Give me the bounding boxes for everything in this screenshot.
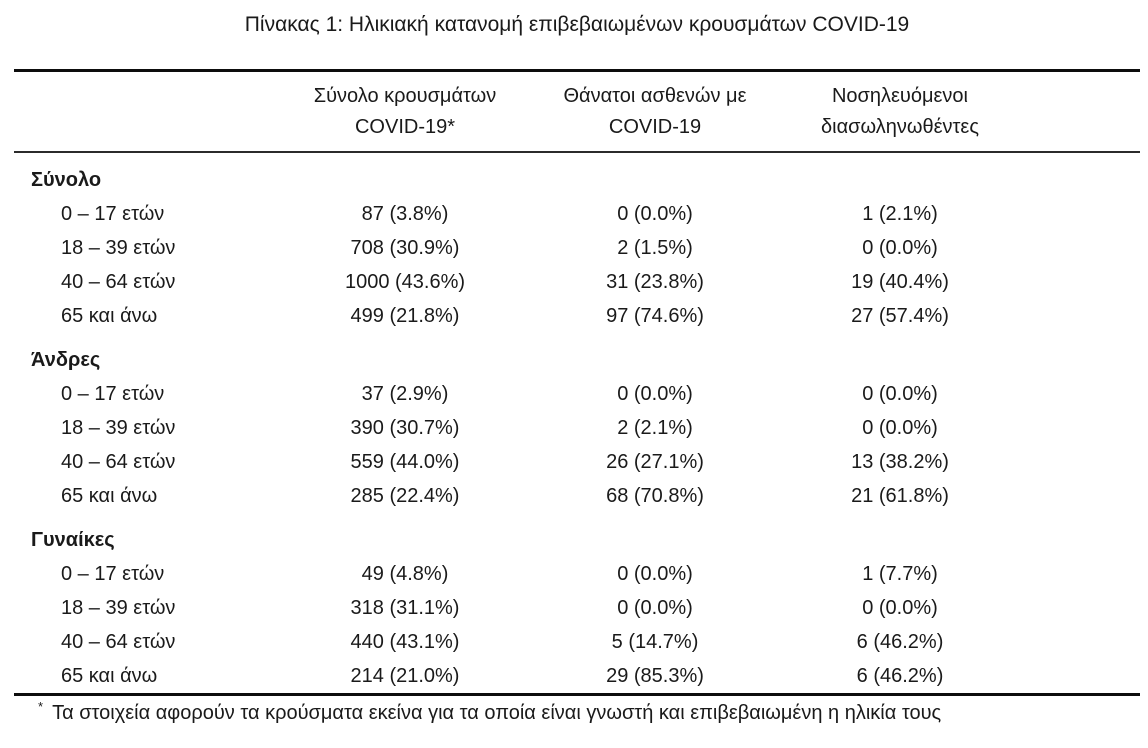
deaths-value: 97 (74.6%) — [606, 305, 704, 327]
deaths-value: 0 (0.0%) — [617, 597, 693, 619]
cases-value: 708 (30.9%) — [350, 237, 460, 259]
table-row: 65 και άνω 214 (21.0%) 29 (85.3%) 6 (46.… — [14, 659, 1140, 695]
intubated-value: 13 (38.2%) — [851, 451, 949, 473]
filler-cell — [1030, 557, 1140, 591]
deaths-value: 26 (27.1%) — [606, 451, 704, 473]
cases-value: 440 (43.1%) — [350, 631, 460, 653]
cases-value: 214 (21.0%) — [350, 665, 460, 687]
header-deaths: Θάνατοι ασθενών με COVID-19 — [540, 70, 770, 153]
footnote-asterisk: * — [38, 699, 44, 715]
header-total-cases-line2: COVID-19* — [354, 116, 456, 138]
report-page: Πίνακας 1: Ηλικιακή κατανομή επιβεβαιωμέ… — [0, 13, 1148, 748]
table-caption: Πίνακας 1: Ηλικιακή κατανομή επιβεβαιωμέ… — [244, 13, 910, 36]
intubated-value: 1 (2.1%) — [862, 203, 938, 225]
age-group-label: 40 – 64 ετών — [61, 451, 176, 473]
deaths-value: 2 (1.5%) — [617, 237, 693, 259]
age-group-label: 0 – 17 ετών — [61, 383, 165, 405]
cases-value: 87 (3.8%) — [361, 203, 449, 225]
section-label-women: Γυναίκες — [31, 529, 115, 551]
cases-value: 499 (21.8%) — [350, 305, 460, 327]
table-row: 40 – 64 ετών 559 (44.0%) 26 (27.1%) 13 (… — [14, 445, 1140, 479]
section-row-men: Άνδρες — [14, 333, 1140, 377]
cases-value: 559 (44.0%) — [350, 451, 460, 473]
age-group-label: 18 – 39 ετών — [61, 417, 176, 439]
filler-cell — [1030, 625, 1140, 659]
cases-value: 285 (22.4%) — [350, 485, 460, 507]
filler-cell — [1030, 231, 1140, 265]
header-deaths-line2: COVID-19 — [608, 116, 702, 138]
table-row: 65 και άνω 285 (22.4%) 68 (70.8%) 21 (61… — [14, 479, 1140, 513]
table-row: 0 – 17 ετών 49 (4.8%) 0 (0.0%) 1 (7.7%) — [14, 557, 1140, 591]
cases-value: 1000 (43.6%) — [344, 271, 466, 293]
footnote-text: Τα στοιχεία αφορούν τα κρούσματα εκείνα … — [52, 702, 942, 724]
intubated-value: 19 (40.4%) — [851, 271, 949, 293]
table-header: Σύνολο κρουσμάτων COVID-19* Θάνατοι ασθε… — [14, 70, 1140, 153]
header-empty-cell — [14, 70, 270, 153]
deaths-value: 0 (0.0%) — [617, 563, 693, 585]
intubated-value: 21 (61.8%) — [851, 485, 949, 507]
cases-value: 318 (31.1%) — [350, 597, 460, 619]
intubated-value: 0 (0.0%) — [862, 597, 938, 619]
header-intubated-line2: διασωληνωθέντες — [821, 116, 979, 138]
footnote: * Τα στοιχεία αφορούν τα κρούσματα εκείνα… — [38, 700, 1140, 726]
table-row: 0 – 17 ετών 87 (3.8%) 0 (0.0%) 1 (2.1%) — [14, 197, 1140, 231]
deaths-value: 68 (70.8%) — [606, 485, 704, 507]
table-row: 65 και άνω 499 (21.8%) 97 (74.6%) 27 (57… — [14, 299, 1140, 333]
age-group-label: 0 – 17 ετών — [61, 563, 165, 585]
deaths-value: 2 (2.1%) — [617, 417, 693, 439]
age-group-label: 40 – 64 ετών — [61, 271, 176, 293]
header-deaths-line1: Θάνατοι ασθενών με — [563, 85, 747, 107]
table-row: 18 – 39 ετών 318 (31.1%) 0 (0.0%) 0 (0.0… — [14, 591, 1140, 625]
table-row: 18 – 39 ετών 708 (30.9%) 2 (1.5%) 0 (0.0… — [14, 231, 1140, 265]
filler-cell — [1030, 479, 1140, 513]
filler-cell — [1030, 197, 1140, 231]
filler-cell — [1030, 265, 1140, 299]
intubated-value: 1 (7.7%) — [862, 563, 938, 585]
filler-cell — [1030, 445, 1140, 479]
table-body: Σύνολο 0 – 17 ετών 87 (3.8%) 0 (0.0%) 1 … — [14, 152, 1140, 695]
cases-value: 49 (4.8%) — [361, 563, 449, 585]
section-label-total: Σύνολο — [31, 169, 102, 191]
filler-cell — [1030, 591, 1140, 625]
header-total-cases-line1: Σύνολο κρουσμάτων — [313, 85, 497, 107]
age-group-label: 18 – 39 ετών — [61, 237, 176, 259]
intubated-value: 0 (0.0%) — [862, 417, 938, 439]
header-intubated-line1: Νοσηλευόμενοι — [831, 85, 968, 107]
header-total-cases: Σύνολο κρουσμάτων COVID-19* — [270, 70, 540, 153]
section-row-total: Σύνολο — [14, 152, 1140, 197]
age-group-label: 65 και άνω — [61, 665, 158, 687]
intubated-value: 0 (0.0%) — [862, 237, 938, 259]
deaths-value: 5 (14.7%) — [611, 631, 699, 653]
intubated-value: 0 (0.0%) — [862, 383, 938, 405]
table-row: 40 – 64 ετών 440 (43.1%) 5 (14.7%) 6 (46… — [14, 625, 1140, 659]
header-intubated: Νοσηλευόμενοι διασωληνωθέντες — [770, 70, 1030, 153]
cases-value: 390 (30.7%) — [350, 417, 460, 439]
table-row: 0 – 17 ετών 37 (2.9%) 0 (0.0%) 0 (0.0%) — [14, 377, 1140, 411]
table-row: 40 – 64 ετών 1000 (43.6%) 31 (23.8%) 19 … — [14, 265, 1140, 299]
intubated-value: 6 (46.2%) — [856, 631, 944, 653]
deaths-value: 31 (23.8%) — [606, 271, 704, 293]
section-row-women: Γυναίκες — [14, 513, 1140, 557]
filler-cell — [1030, 299, 1140, 333]
age-group-label: 40 – 64 ετών — [61, 631, 176, 653]
deaths-value: 29 (85.3%) — [606, 665, 704, 687]
header-filler-cell — [1030, 70, 1140, 153]
age-group-label: 65 και άνω — [61, 305, 158, 327]
age-group-label: 65 και άνω — [61, 485, 158, 507]
cases-value: 37 (2.9%) — [361, 383, 449, 405]
filler-cell — [1030, 411, 1140, 445]
deaths-value: 0 (0.0%) — [617, 383, 693, 405]
intubated-value: 6 (46.2%) — [856, 665, 944, 687]
intubated-value: 27 (57.4%) — [851, 305, 949, 327]
deaths-value: 0 (0.0%) — [617, 203, 693, 225]
filler-cell — [1030, 377, 1140, 411]
section-label-men: Άνδρες — [31, 349, 101, 371]
table-row: 18 – 39 ετών 390 (30.7%) 2 (2.1%) 0 (0.0… — [14, 411, 1140, 445]
age-group-label: 18 – 39 ετών — [61, 597, 176, 619]
header-row: Σύνολο κρουσμάτων COVID-19* Θάνατοι ασθε… — [14, 70, 1140, 153]
filler-cell — [1030, 659, 1140, 695]
age-group-label: 0 – 17 ετών — [61, 203, 165, 225]
covid-age-distribution-table: Σύνολο κρουσμάτων COVID-19* Θάνατοι ασθε… — [14, 69, 1140, 696]
